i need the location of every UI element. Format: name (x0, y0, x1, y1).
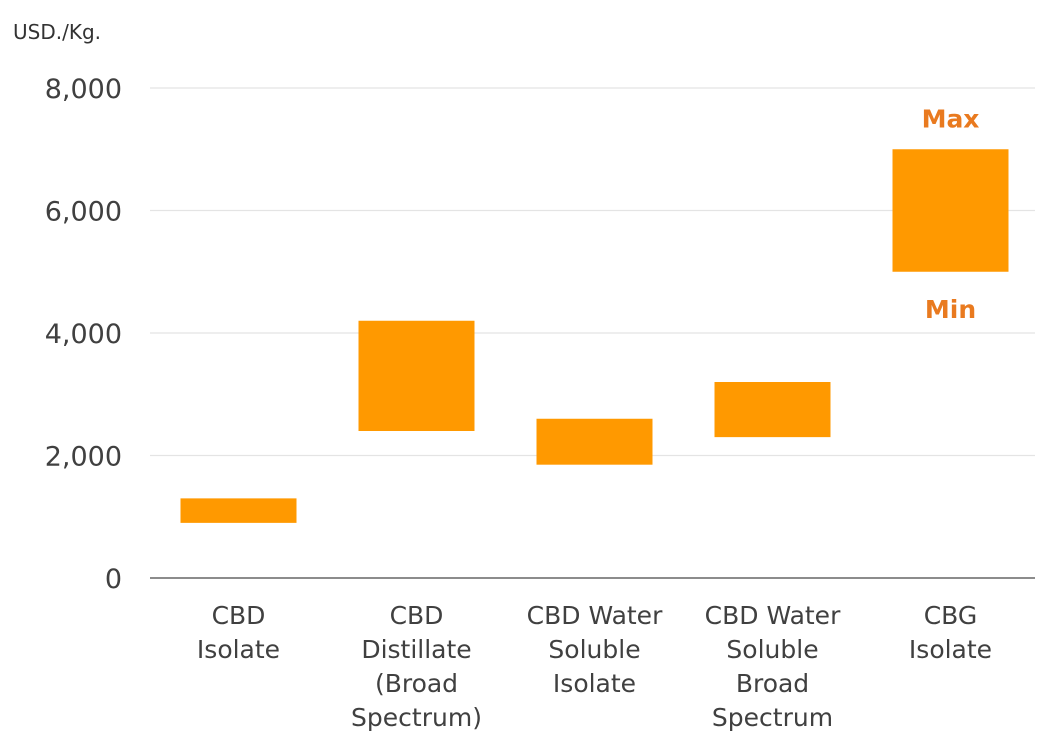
x-tick-label: Soluble (548, 635, 640, 664)
x-tick-label: Soluble (726, 635, 818, 664)
range-bar (359, 321, 475, 431)
x-tick-label: Isolate (909, 635, 992, 664)
range-bar (893, 149, 1009, 272)
range-bar (715, 382, 831, 437)
x-tick-label: Isolate (553, 669, 636, 698)
x-tick-label: Spectrum (712, 703, 833, 732)
y-tick-label: 6,000 (45, 197, 122, 228)
annotation-min: Min (925, 295, 976, 324)
x-tick-label: Distillate (361, 635, 471, 664)
x-tick-label: CBD Water (527, 601, 663, 630)
annotation-max: Max (922, 104, 980, 133)
y-tick-label: 8,000 (45, 74, 122, 105)
x-tick-label: Isolate (197, 635, 280, 664)
x-axis-labels: CBD Isolate CBD Distillate (Broad Spectrum) CB… (197, 601, 992, 732)
y-tick-label: 2,000 (45, 442, 122, 473)
range-bar (181, 498, 297, 523)
x-tick-label: Spectrum) (351, 703, 482, 732)
range-bar (537, 419, 653, 465)
x-tick-label: (Broad (375, 669, 458, 698)
y-unit-label: USD./Kg. (13, 20, 101, 44)
x-tick-label: CBD Water (705, 601, 841, 630)
x-tick-label: CBD (212, 601, 266, 630)
y-tick-label: 0 (105, 564, 122, 595)
y-axis-ticks: 0 2,000 4,000 6,000 8,000 (45, 74, 122, 595)
x-tick-label: CBG (924, 601, 978, 630)
y-tick-label: 4,000 (45, 319, 122, 350)
x-tick-label: Broad (736, 669, 809, 698)
x-tick-label: CBD (390, 601, 444, 630)
range-bars (181, 149, 1009, 523)
